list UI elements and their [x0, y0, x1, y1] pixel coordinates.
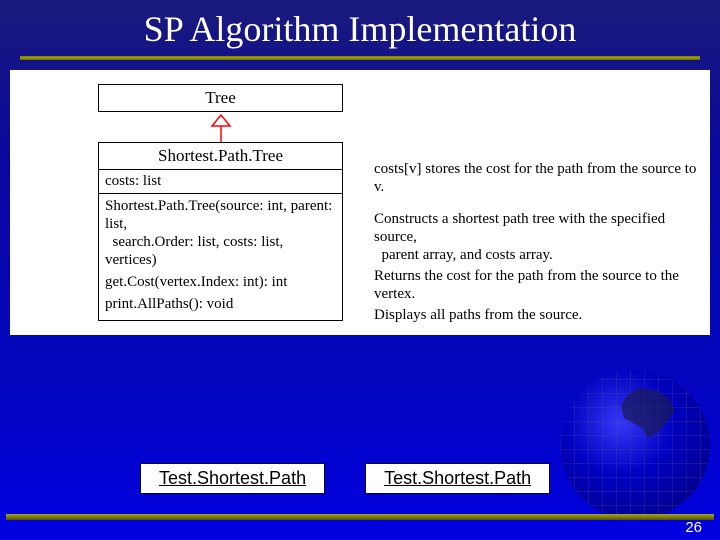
desc-ctor-text-cont: parent array, and costs array. [374, 247, 553, 263]
uml-method-print: print.AllPaths(): void [105, 295, 336, 313]
uml-methods: Shortest.Path.Tree(source: int, parent: … [99, 194, 342, 320]
triangle-arrow-icon [206, 112, 236, 142]
uml-child-class: Shortest.Path.Tree costs: list Shortest.… [98, 142, 343, 321]
slide-title: SP Algorithm Implementation [0, 0, 720, 56]
method-text-cont: search.Order: list, costs: list, vertice… [105, 234, 283, 268]
test-shortest-path-button-right[interactable]: Test.Shortest.Path [365, 463, 550, 494]
bottom-accent-bar [6, 514, 714, 520]
uml-descriptions: costs[v] stores the cost for the path fr… [374, 160, 704, 327]
uml-attribute: costs: list [99, 170, 342, 194]
page-number: 26 [685, 519, 702, 536]
globe-decoration [560, 370, 710, 520]
inheritance-arrow [98, 112, 343, 142]
desc-ctor-text: Constructs a shortest path tree with the… [374, 211, 665, 245]
desc-ctor: Constructs a shortest path tree with the… [374, 210, 704, 264]
desc-attr: costs[v] stores the cost for the path fr… [374, 160, 704, 196]
desc-getcost: Returns the cost for the path from the s… [374, 267, 704, 303]
uml-parent-class: Tree [98, 84, 343, 112]
desc-print: Displays all paths from the source. [374, 306, 704, 324]
test-shortest-path-button-left[interactable]: Test.Shortest.Path [140, 463, 325, 494]
uml-method-getcost: get.Cost(vertex.Index: int): int [105, 273, 336, 291]
uml-diagram: Tree Shortest.Path.Tree costs: list Shor… [10, 70, 710, 335]
title-underline [20, 56, 700, 60]
uml-method-ctor: Shortest.Path.Tree(source: int, parent: … [105, 197, 336, 269]
uml-child-class-name: Shortest.Path.Tree [99, 143, 342, 170]
method-text: Shortest.Path.Tree(source: int, parent: … [105, 198, 332, 232]
buttons-row: Test.Shortest.Path Test.Shortest.Path [0, 463, 720, 494]
